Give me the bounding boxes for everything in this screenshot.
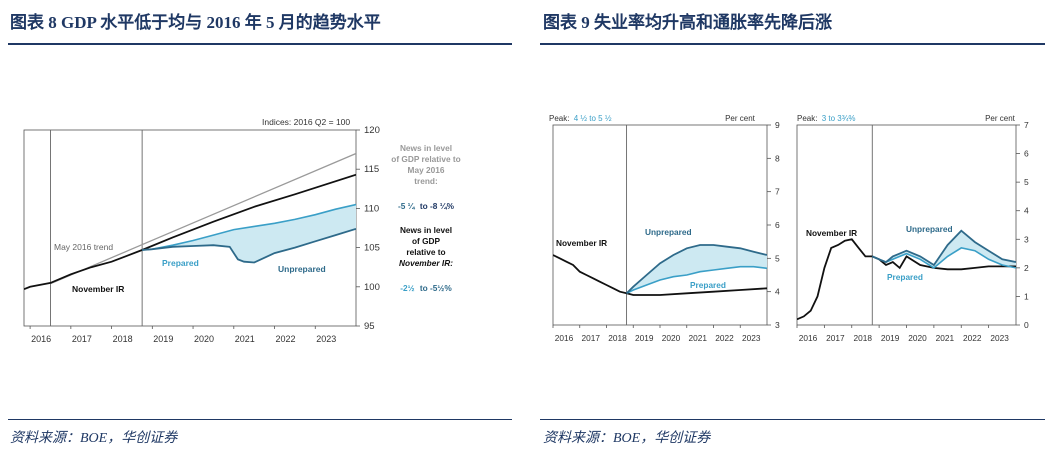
news-range1: -5 ¼ to -8 ¼% (398, 201, 455, 211)
inflation-ytick-label: 2 (1024, 263, 1029, 273)
inflation-xtick-label: 2022 (963, 333, 982, 343)
inflation-unprepared-line (871, 229, 1016, 267)
gdp-label-prepared: Prepared (162, 258, 199, 268)
inflation-xtick-label: 2021 (936, 333, 955, 343)
unemployment-scenario-shade (626, 245, 767, 294)
gdp-label-trend: May 2016 trend (54, 242, 113, 252)
unemployment-xtick-label: 2018 (608, 333, 627, 343)
inflation-ytick-label: 1 (1024, 291, 1029, 301)
news-head1-line2: of GDP relative to (391, 154, 460, 164)
inflation-xtick-label: 2023 (990, 333, 1009, 343)
gdp-xtick-label: 2020 (194, 334, 214, 344)
unemployment-prepared-line (626, 265, 767, 295)
unemployment-ytick-label: 3 (775, 320, 780, 330)
figure9-title: 图表 9 失业率均升高和通胀率先降后涨 (543, 13, 832, 32)
figure9-source: 资料来源：BOE，华创证券 (543, 431, 711, 446)
gdp-xtick-label: 2016 (31, 334, 51, 344)
inflation-label-november-ir: November IR (806, 228, 857, 238)
gdp-ytick-label: 95 (364, 321, 375, 332)
gdp-ytick-label: 100 (364, 282, 380, 293)
gdp-ytick-label: 115 (364, 164, 379, 175)
gdp-index-note: Indices: 2016 Q2 = 100 (262, 117, 350, 127)
gdp-news-annotation: News in level of GDP relative to May 201… (391, 143, 460, 293)
gdp-prepared-line (142, 203, 356, 251)
unemployment-ytick-label: 5 (775, 253, 780, 263)
unemployment-ytick-label: 7 (775, 187, 780, 197)
unemployment-ytick-label: 9 (775, 120, 780, 130)
inflation-xtick-label: 2016 (799, 333, 818, 343)
gdp-ytick-label: 120 (364, 125, 380, 136)
inflation-ytick-label: 3 (1024, 234, 1029, 244)
unemployment-unit: Per cent (725, 114, 756, 123)
gdp-xtick-label: 2019 (153, 334, 173, 344)
unemployment-label-prepared: Prepared (690, 280, 726, 290)
unemployment-november-ir-line (553, 254, 767, 296)
figure8-source: 资料来源：BOE，华创证券 (10, 431, 178, 446)
news-head2-line4: November IR: (399, 258, 453, 268)
figure9-title-rule (540, 43, 1045, 45)
inflation-label-unprepared: Unprepared (906, 224, 953, 234)
unemployment-unprepared-line (625, 244, 767, 294)
unemployment-xtick-label: 2022 (715, 333, 734, 343)
gdp-xtick-label: 2023 (316, 334, 336, 344)
gdp-xtick-label: 2018 (113, 334, 133, 344)
news-head2-line3: relative to (406, 247, 445, 257)
unemployment-xtick-label: 2019 (635, 333, 654, 343)
unemployment-label-unprepared: Unprepared (645, 227, 692, 237)
inflation-ytick-label: 6 (1024, 149, 1029, 159)
unemployment-peak-note: Peak: 4 ½ to 5 ½ (549, 114, 612, 123)
news-head1-line3: May 2016 (408, 165, 445, 175)
inflation-xtick-label: 2019 (881, 333, 900, 343)
news-range2: -2½ to -5½% (400, 283, 452, 293)
inflation-label-prepared: Prepared (887, 272, 923, 282)
unemployment-ytick-label: 6 (775, 220, 780, 230)
inflation-peak-note: Peak: 3 to 3¾% (797, 114, 856, 123)
inflation-ytick-label: 0 (1024, 320, 1029, 330)
inflation-ytick-label: 4 (1024, 206, 1029, 216)
gdp-ytick-label: 105 (364, 243, 380, 254)
unemployment-label-november-ir: November IR (556, 238, 607, 248)
news-head2-line1: News in level (400, 225, 452, 235)
inflation-xtick-label: 2020 (908, 333, 927, 343)
gdp-xtick-label: 2022 (276, 334, 296, 344)
news-head2-line2: of GDP (412, 236, 441, 246)
gdp-unprepared-line (142, 227, 356, 264)
inflation-xtick-label: 2017 (826, 333, 845, 343)
gdp-xtick-label: 2017 (72, 334, 92, 344)
inflation-unit: Per cent (985, 114, 1016, 123)
unemployment-ytick-label: 4 (775, 287, 780, 297)
unemployment-xtick-label: 2020 (662, 333, 681, 343)
gdp-level-chart: 95 100 105 110 115 120 2016 2017 2018 2019 2020 20… (23, 117, 461, 344)
inflation-ytick-label: 5 (1024, 177, 1029, 187)
gdp-november-ir-line (24, 173, 356, 291)
gdp-label-unprepared: Unprepared (278, 264, 326, 274)
gdp-trend-line (50, 152, 356, 285)
gdp-scenario-shade (142, 204, 356, 263)
unemployment-xtick-label: 2016 (555, 333, 574, 343)
gdp-xtick-label: 2021 (235, 334, 255, 344)
gdp-ytick-label: 110 (364, 203, 379, 214)
inflation-xtick-label: 2018 (854, 333, 873, 343)
gdp-label-november-ir: November IR (72, 284, 124, 294)
unemployment-ytick-label: 8 (775, 153, 780, 163)
news-head1-line1: News in level (400, 143, 452, 153)
figure8-title: 图表 8 GDP 水平低于均与 2016 年 5 月的趋势水平 (10, 13, 381, 32)
figure9-bottom-rule (540, 419, 1045, 420)
unemployment-xtick-label: 2017 (582, 333, 601, 343)
news-head1-line4: trend: (414, 176, 438, 186)
unemployment-xtick-label: 2021 (689, 333, 708, 343)
unemployment-xtick-label: 2023 (742, 333, 761, 343)
inflation-ytick-label: 7 (1024, 120, 1029, 130)
figure8-title-rule (8, 43, 512, 45)
figure8-bottom-rule (8, 419, 512, 420)
